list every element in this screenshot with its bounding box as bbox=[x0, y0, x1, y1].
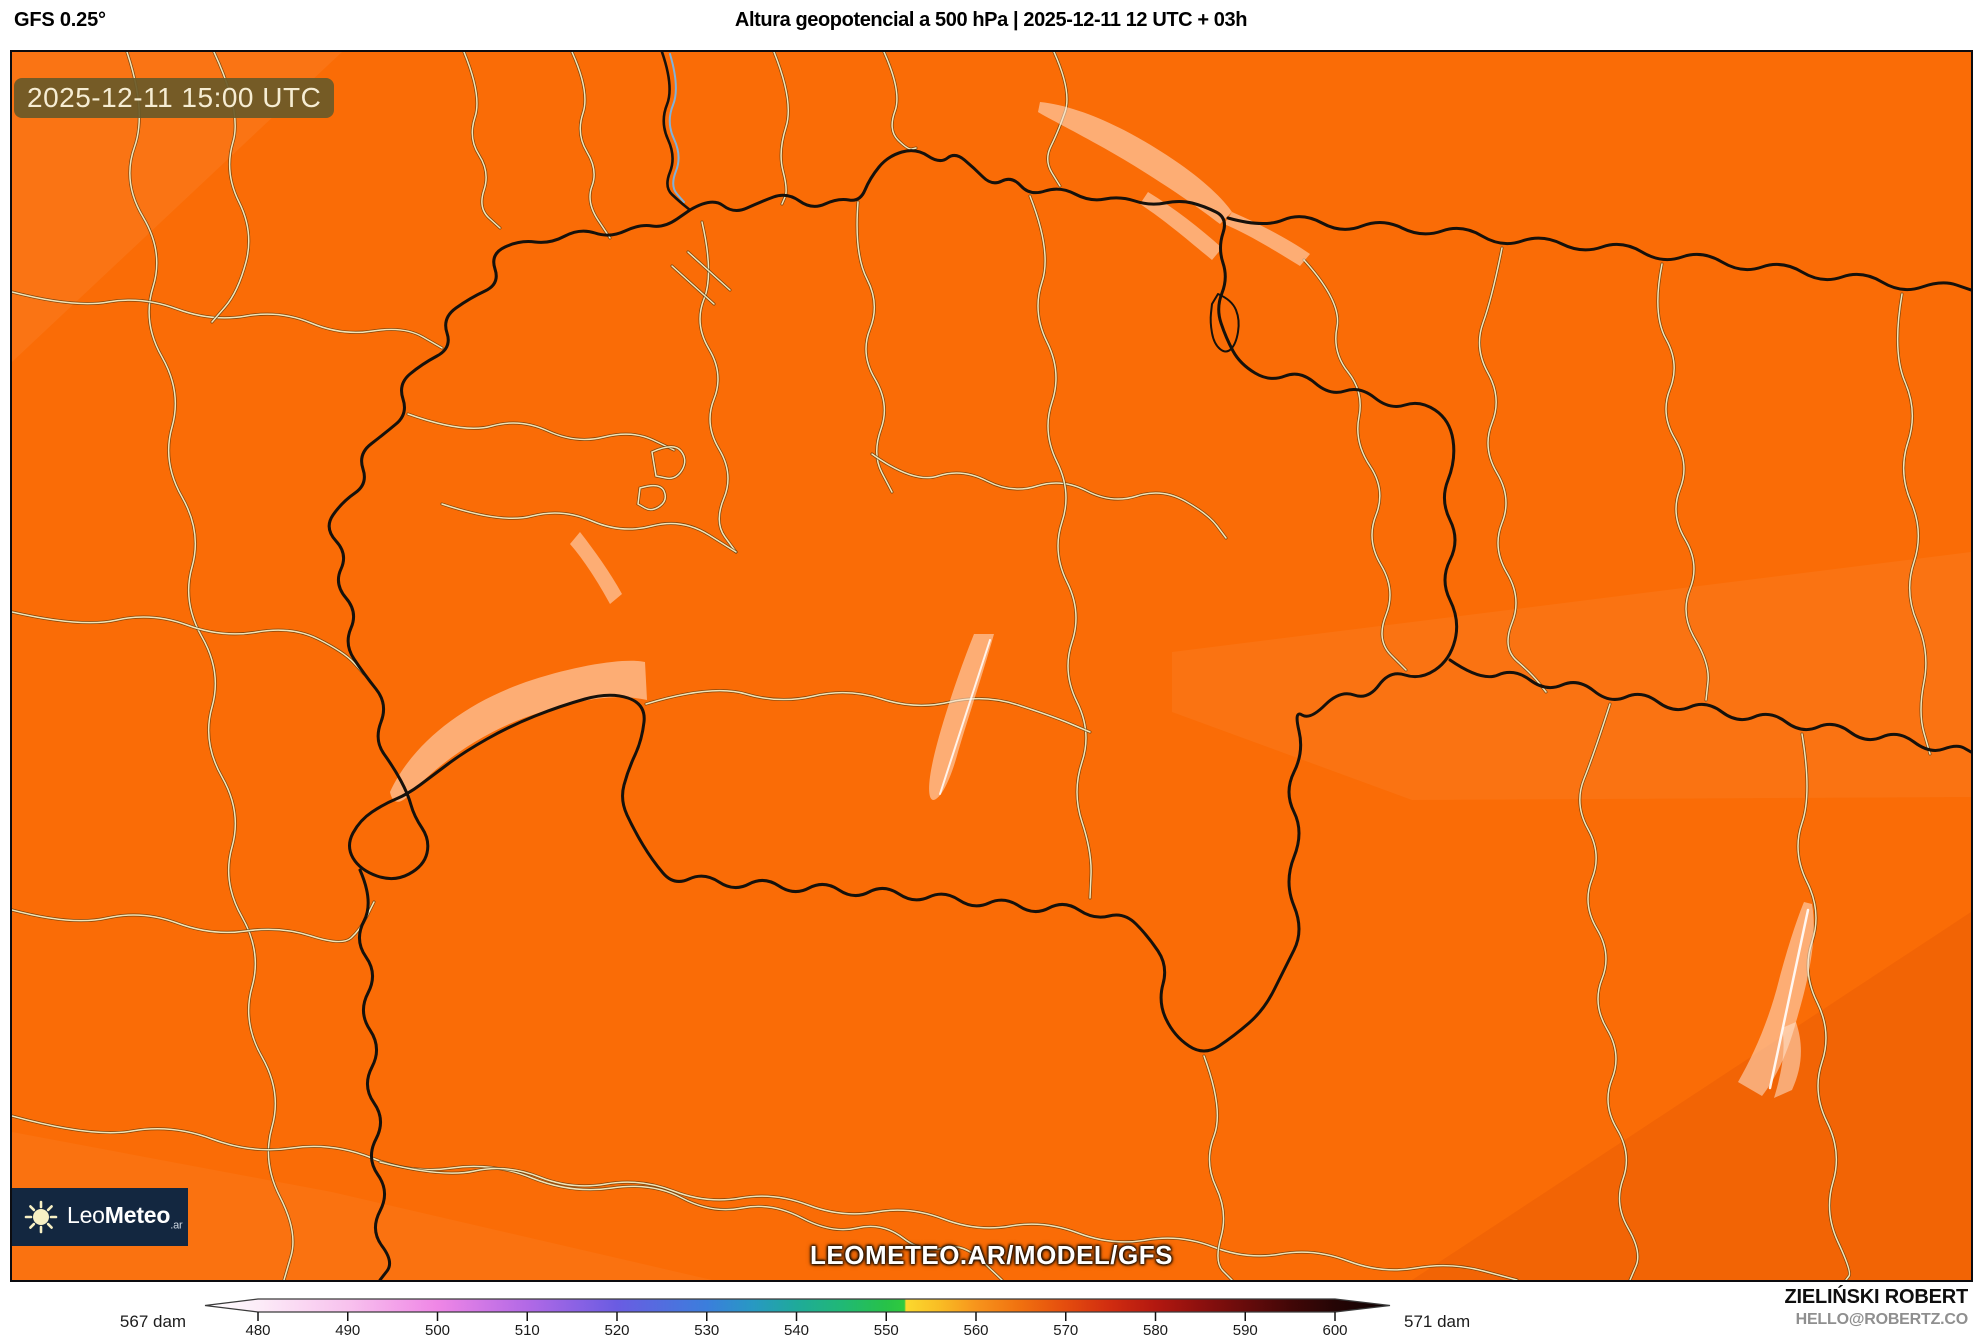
colorbar-tick-label: 480 bbox=[245, 1322, 270, 1338]
map-graphics bbox=[12, 52, 1971, 1280]
logo-suffix: .ar bbox=[170, 1219, 183, 1232]
timestamp-badge: 2025-12-11 15:00 UTC bbox=[14, 78, 335, 118]
model-label: GFS 0.25° bbox=[14, 9, 106, 31]
credits-block: ZIELIŃSKI ROBERT HELLO@ROBERTZ.CO bbox=[1784, 1286, 1969, 1329]
author-contact: HELLO@ROBERTZ.CO bbox=[1795, 1311, 1969, 1328]
logo-text: LeoMeteo.ar bbox=[67, 1202, 183, 1232]
sun-icon bbox=[24, 1200, 58, 1234]
colorbar-tick-label: 560 bbox=[963, 1322, 988, 1338]
author-name: ZIELIŃSKI ROBERT bbox=[1784, 1286, 1969, 1308]
colorbar-tick-label: 530 bbox=[694, 1322, 719, 1338]
colorbar-max-label: 571 dam bbox=[1404, 1312, 1471, 1331]
colorbar-tick-label: 520 bbox=[604, 1322, 629, 1338]
leometeo-logo: LeoMeteo.ar bbox=[12, 1188, 188, 1246]
colorbar-tick-label: 510 bbox=[515, 1322, 540, 1338]
colorbar-min-label: 567 dam bbox=[119, 1312, 187, 1331]
colorbar-tick-label: 540 bbox=[784, 1322, 809, 1338]
colorbar-tick-label: 570 bbox=[1053, 1322, 1078, 1338]
colorbar-tick-label: 580 bbox=[1143, 1322, 1168, 1338]
colorbar-tick-label: 500 bbox=[425, 1322, 450, 1338]
colorbar-tick-label: 600 bbox=[1322, 1322, 1347, 1338]
colorbar: 480 490 500 510 520 530 540 550 560 570 580 590 600 bbox=[204, 1298, 1391, 1338]
colorbar-tick-label: 550 bbox=[874, 1322, 899, 1338]
colorbar-tick-label: 490 bbox=[335, 1322, 360, 1338]
logo-text-light: Leo bbox=[67, 1202, 105, 1229]
map-watermark: LEOMETEO.AR/MODEL/GFS bbox=[810, 1240, 1173, 1270]
logo-text-bold: Meteo bbox=[104, 1202, 171, 1229]
page-title: Altura geopotencial a 500 hPa | 2025-12-… bbox=[734, 9, 1248, 31]
colorbar-tick-label: 590 bbox=[1233, 1322, 1258, 1338]
map-canvas: 2025-12-11 15:00 UTC LeoMeteo.ar LEOMETE… bbox=[10, 50, 1973, 1282]
